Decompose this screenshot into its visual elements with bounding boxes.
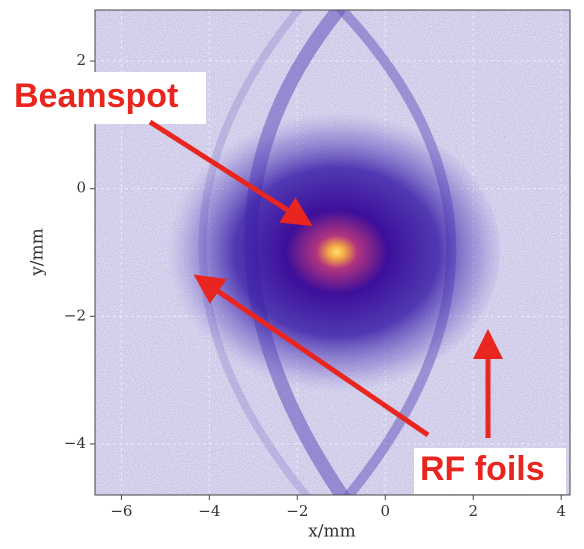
x-tick-label: −6: [110, 502, 132, 520]
plot-area: [95, 10, 570, 495]
y-tick-label: −2: [64, 306, 86, 324]
y-axis-label: y/mm: [28, 228, 48, 277]
y-tick-label: −4: [64, 434, 86, 452]
arrow: [148, 119, 313, 227]
y-tick-label: 0: [76, 179, 86, 197]
arrow: [193, 274, 430, 438]
x-tick-label: 0: [381, 502, 391, 520]
annotation: Beamspot: [14, 77, 178, 115]
x-tick-label: −2: [286, 502, 308, 520]
beamspot: [160, 112, 500, 392]
x-tick-label: 2: [468, 502, 478, 520]
x-axis-label: x/mm: [308, 522, 356, 542]
plot-frame: [94, 9, 571, 496]
axes: −6 −4 −2 0 2 4 −4 −2 0 2: [64, 51, 566, 520]
annotation-box: [414, 448, 566, 494]
x-tick-label: 4: [556, 502, 566, 520]
annotation: RF foils: [420, 450, 545, 488]
x-tick-label: −4: [198, 502, 220, 520]
annotation-box: [8, 72, 206, 124]
y-tick-label: 2: [76, 51, 86, 69]
